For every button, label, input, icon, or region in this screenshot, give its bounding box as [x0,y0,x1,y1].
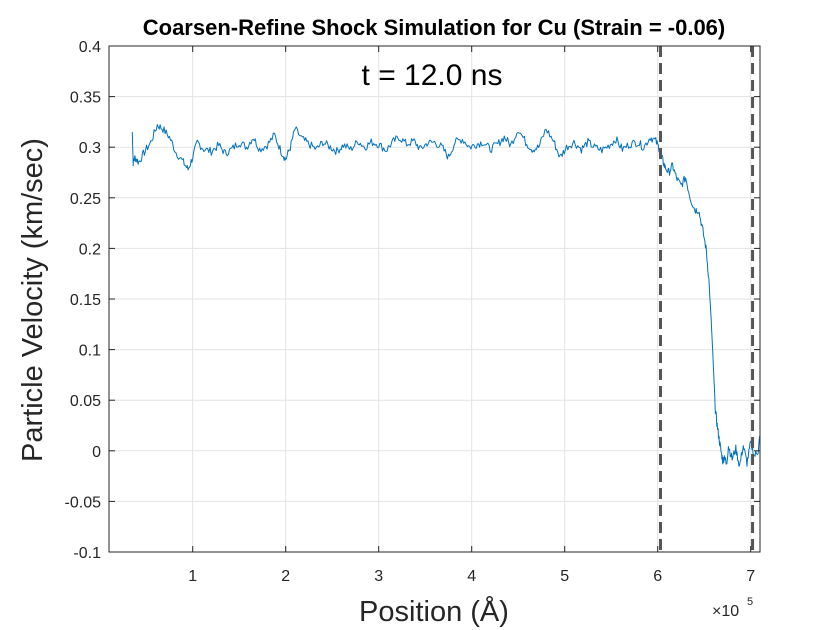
x-multiplier: ×10 5 [712,596,753,620]
y-tick-label: -0.05 [65,494,102,511]
y-tick-label: 0.35 [70,90,101,107]
x-tick-label: 4 [467,568,476,585]
plot-area: 1 2 3 4 5 6 7 -0.1 -0.05 0 0.05 0.1 0.15 0.2 0.25 0.3 0.… [65,39,761,585]
x-tick-label: 5 [560,568,569,585]
y-tick-label: 0 [92,444,101,461]
y-tick-label: 0.15 [70,292,101,309]
x-tick-label: 2 [281,568,290,585]
y-tick-label: 0.05 [70,393,101,410]
x-multiplier-exponent: 5 [747,596,753,608]
chart-title: Coarsen-Refine Shock Simulation for Cu (… [143,15,726,40]
y-tick-label: 0.25 [70,191,101,208]
y-tick-label: 0.1 [79,343,101,360]
y-axis-label: Particle Velocity (km/sec) [17,138,49,462]
y-tick-label: 0.3 [79,140,101,157]
x-tick-label: 1 [188,568,197,585]
x-axis-label: Position (Å) [359,595,509,628]
x-tick-label: 6 [653,568,662,585]
x-tick-label: 7 [746,568,755,585]
x-tick-label: 3 [374,568,383,585]
velocity-series-line [131,124,761,467]
y-tick-label: 0.4 [79,39,101,56]
time-annotation: t = 12.0 ns [362,59,503,92]
y-tick-label: -0.1 [73,545,101,562]
y-tick-label: 0.2 [79,241,101,258]
x-multiplier-base: ×10 [712,603,739,620]
